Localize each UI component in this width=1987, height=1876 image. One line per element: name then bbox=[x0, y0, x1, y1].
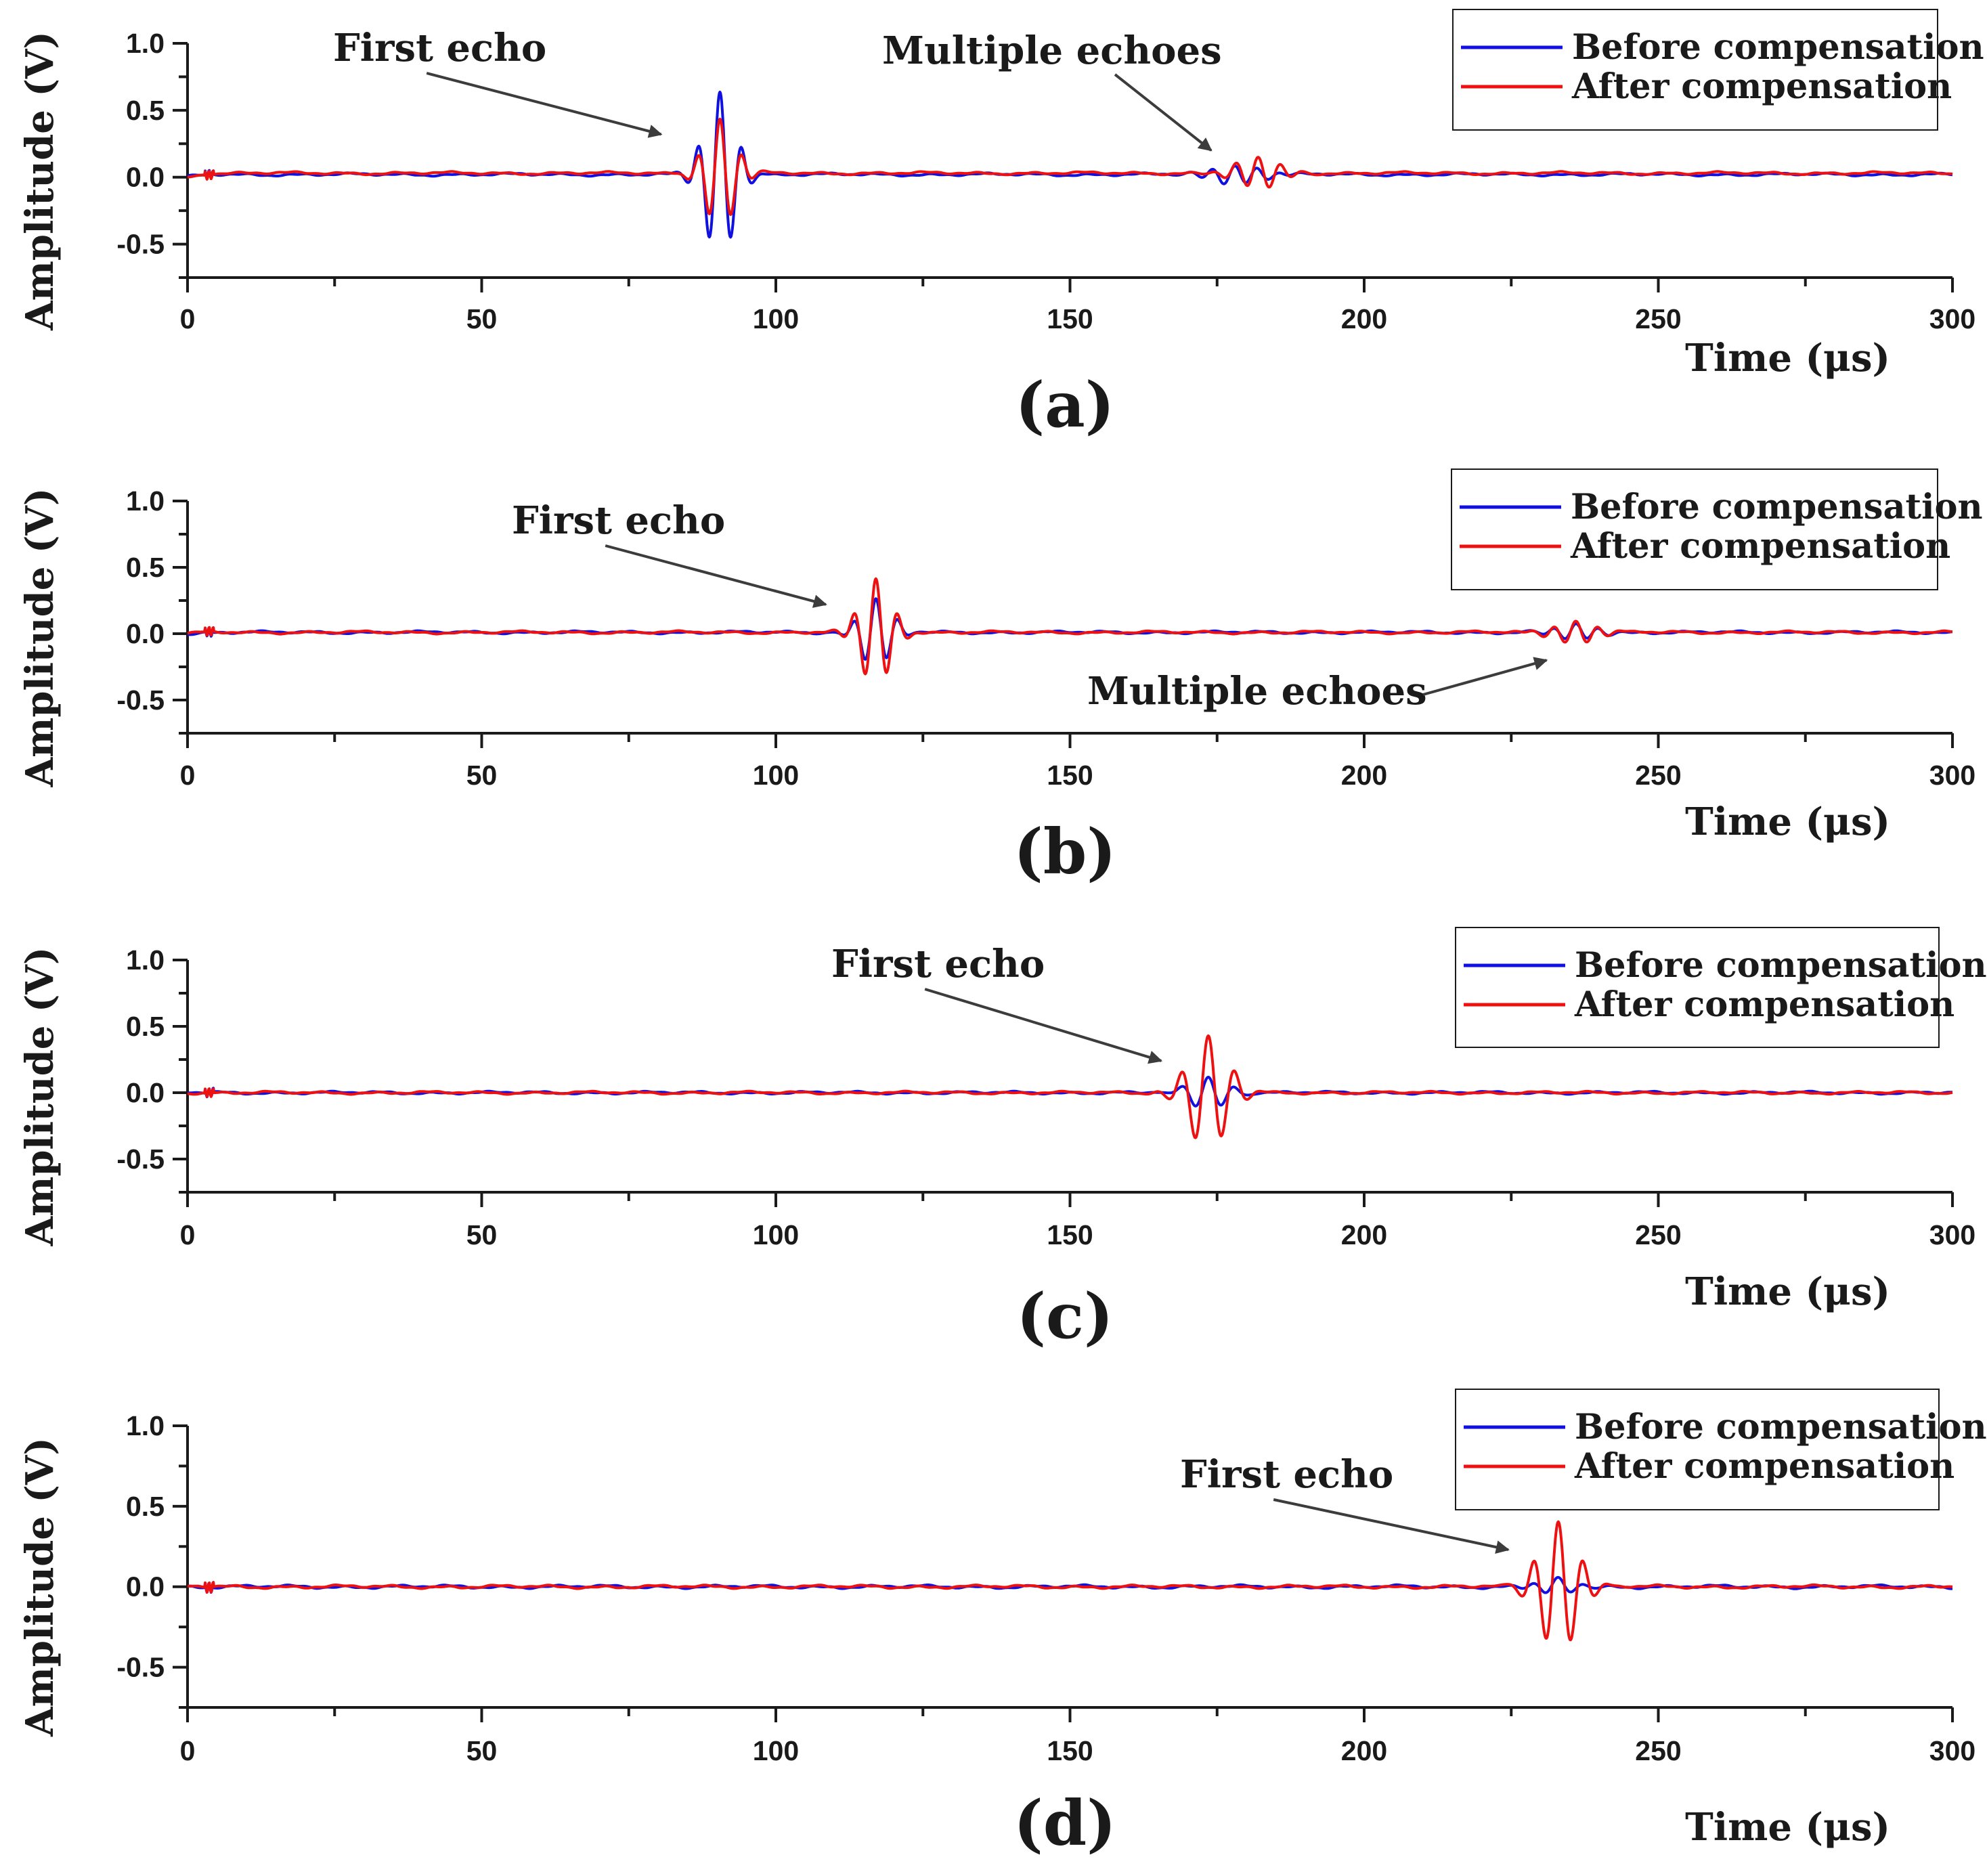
x-tick-label: 200 bbox=[1341, 303, 1387, 334]
x-axis-label: Time (μs) bbox=[1685, 1269, 1890, 1314]
x-tick-label: 100 bbox=[753, 760, 799, 791]
x-tick-label: 50 bbox=[466, 1219, 498, 1250]
legend-label-before: Before compensation bbox=[1575, 1407, 1987, 1447]
legend-label-before: Before compensation bbox=[1575, 945, 1987, 986]
x-tick-label: 150 bbox=[1047, 760, 1093, 791]
annotation-first-echo: First echo bbox=[512, 498, 725, 543]
y-axis-label: Amplitude (V) bbox=[18, 947, 62, 1247]
series-line-after-compensation bbox=[186, 1034, 1954, 1139]
legend-label-before: Before compensation bbox=[1571, 487, 1983, 527]
x-tick-label: 0 bbox=[180, 1735, 196, 1766]
annotation-first-echo: First echo bbox=[1180, 1452, 1393, 1497]
y-axis-label: Amplitude (V) bbox=[18, 1437, 62, 1737]
legend-label-after: After compensation bbox=[1574, 984, 1955, 1025]
x-tick-label: 200 bbox=[1341, 1219, 1387, 1250]
y-tick-label: 0.0 bbox=[126, 162, 165, 193]
legend-label-after: After compensation bbox=[1570, 526, 1950, 567]
x-tick-label: 250 bbox=[1635, 1735, 1681, 1766]
annotation-multiple-echoes: Multiple echoes bbox=[882, 28, 1222, 73]
y-tick-label: 0.5 bbox=[126, 95, 165, 126]
legend-label-before: Before compensation bbox=[1572, 27, 1984, 68]
annotation-arrow bbox=[426, 72, 663, 138]
x-tick-label: 100 bbox=[753, 1219, 799, 1250]
y-tick-label: -0.5 bbox=[116, 229, 165, 260]
x-tick-label: 50 bbox=[466, 760, 498, 791]
legend-box bbox=[1455, 927, 1940, 1048]
plot-area bbox=[186, 1034, 1954, 1139]
x-tick-label: 100 bbox=[753, 1735, 799, 1766]
series-line-after-compensation bbox=[186, 1520, 1954, 1642]
y-tick-label: 0.0 bbox=[126, 1571, 165, 1602]
x-tick-label: 300 bbox=[1929, 760, 1975, 791]
panel-label: (a) bbox=[1016, 368, 1115, 441]
annotation-arrow bbox=[1273, 1498, 1510, 1554]
x-tick-label: 0 bbox=[180, 1219, 196, 1250]
y-axis-label: Amplitude (V) bbox=[18, 31, 62, 331]
x-tick-label: 250 bbox=[1635, 1219, 1681, 1250]
legend-label-after: After compensation bbox=[1574, 1446, 1955, 1487]
x-tick-label: 150 bbox=[1047, 303, 1093, 334]
x-tick-label: 100 bbox=[753, 303, 799, 334]
y-tick-label: 1.0 bbox=[126, 944, 165, 976]
x-tick-label: 200 bbox=[1341, 1735, 1387, 1766]
x-axis-label: Time (μs) bbox=[1685, 1805, 1890, 1850]
x-tick-label: 250 bbox=[1635, 760, 1681, 791]
x-tick-label: 150 bbox=[1047, 1219, 1093, 1250]
y-tick-label: 0.5 bbox=[126, 1011, 165, 1042]
x-tick-label: 200 bbox=[1341, 760, 1387, 791]
x-axis-label: Time (μs) bbox=[1685, 800, 1890, 844]
x-tick-label: 0 bbox=[180, 303, 196, 334]
plot-area bbox=[186, 90, 1954, 239]
y-tick-label: 1.0 bbox=[126, 28, 165, 59]
y-tick-label: 1.0 bbox=[126, 485, 165, 517]
chart-panel-d: 0 50 100 150 200 250 300 1.0 0.5 0.0 -0.5 Amplitude… bbox=[18, 1389, 1987, 1860]
x-tick-label: 0 bbox=[180, 760, 196, 791]
series-line-before-compensation bbox=[186, 597, 1954, 661]
chart-panel-c: 0 50 100 150 200 250 300 1.0 0.5 0.0 -0.5 Amplitude… bbox=[18, 927, 1987, 1353]
y-tick-label: -0.5 bbox=[116, 1652, 165, 1683]
annotation-arrow bbox=[605, 544, 827, 608]
plot-area bbox=[186, 1520, 1954, 1642]
y-axis-label: Amplitude (V) bbox=[18, 488, 62, 788]
panel-label: (d) bbox=[1013, 1787, 1116, 1860]
legend-box bbox=[1455, 1389, 1940, 1510]
annotation-arrow bbox=[924, 988, 1163, 1064]
legend-label-after: After compensation bbox=[1571, 66, 1952, 107]
y-tick-label: 0.5 bbox=[126, 1491, 165, 1522]
y-tick-label: 1.0 bbox=[126, 1410, 165, 1441]
series-line-after-compensation bbox=[186, 117, 1954, 216]
annotation-arrow bbox=[1114, 73, 1213, 152]
annotation-first-echo: First echo bbox=[333, 26, 546, 70]
x-tick-label: 150 bbox=[1047, 1735, 1093, 1766]
x-tick-label: 50 bbox=[466, 1735, 498, 1766]
annotation-arrow bbox=[1422, 657, 1548, 696]
y-tick-label: 0.0 bbox=[126, 618, 165, 649]
y-tick-label: -0.5 bbox=[116, 1143, 165, 1175]
legend-box bbox=[1452, 9, 1938, 131]
x-tick-label: 250 bbox=[1635, 303, 1681, 334]
y-tick-label: 0.5 bbox=[126, 552, 165, 583]
chart-panel-b: 0 50 100 150 200 250 300 1.0 0.5 0.0 -0.5 Amplitude… bbox=[18, 468, 1983, 888]
x-tick-label: 300 bbox=[1929, 1219, 1975, 1250]
panel-label: (b) bbox=[1013, 815, 1116, 888]
y-tick-label: -0.5 bbox=[116, 684, 165, 716]
annotation-multiple-echoes: Multiple echoes bbox=[1087, 669, 1427, 714]
x-axis-label: Time (μs) bbox=[1685, 336, 1890, 380]
annotation-first-echo: First echo bbox=[831, 942, 1045, 986]
y-tick-label: 0.0 bbox=[126, 1077, 165, 1108]
x-tick-label: 300 bbox=[1929, 303, 1975, 334]
x-tick-label: 300 bbox=[1929, 1735, 1975, 1766]
panel-label: (c) bbox=[1016, 1280, 1113, 1353]
chart-panel-a: 0 50 100 150 200 250 300 1.0 0.5 0.0 -0.5 Amplitude… bbox=[18, 9, 1984, 441]
series-line-after-compensation bbox=[186, 577, 1954, 676]
plot-area bbox=[186, 577, 1954, 676]
legend-box bbox=[1451, 468, 1938, 590]
x-tick-label: 50 bbox=[466, 303, 498, 334]
